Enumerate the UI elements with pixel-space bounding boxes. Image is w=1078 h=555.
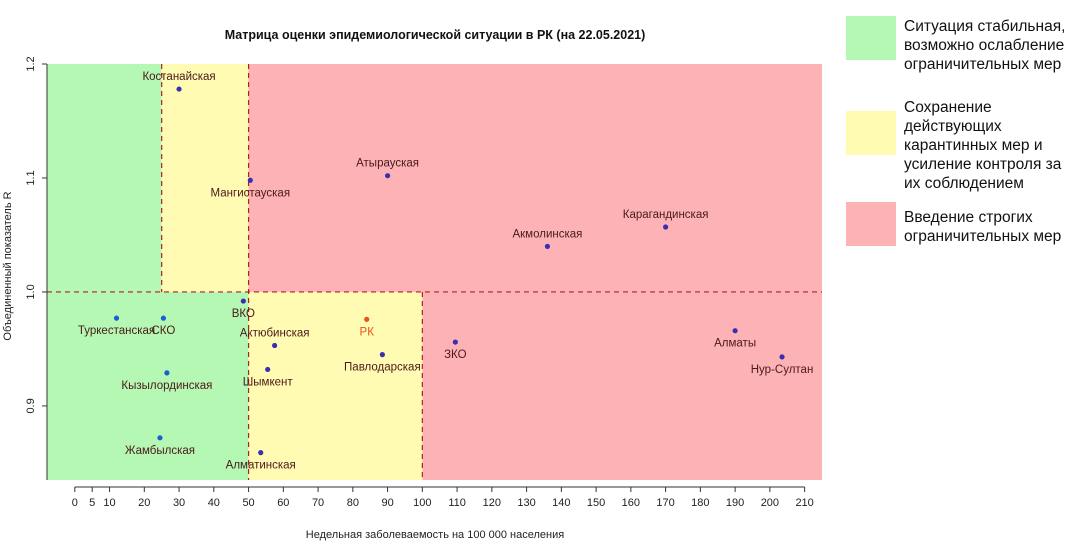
data-point [164,370,170,376]
x-tick-label: 50 [242,497,254,509]
data-point-label: Кызылординская [121,380,212,392]
x-tick-label: 60 [277,497,289,509]
legend-item-strict: Введение строгих ограничительных мер [846,202,1061,246]
data-point-label: РК [360,326,375,338]
x-tick-label: 5 [89,497,95,509]
y-axis-label: Объединенный показатель R [2,191,14,340]
data-point-label: Алматинская [226,460,296,472]
zone-1 [161,64,249,292]
x-tick-label: 140 [552,497,570,509]
data-point-label: Туркестанская [78,325,155,337]
data-point-label: Акмолинская [512,228,582,240]
x-tick-label: 70 [312,497,324,509]
x-tick-label: 150 [587,497,605,509]
zone-5 [422,291,822,480]
data-point [272,342,278,349]
x-tick-label: 90 [381,497,393,509]
legend-swatch-red [846,202,896,246]
data-point-label: Нур-Султан [751,364,814,376]
x-tick-label: 30 [173,497,185,509]
x-tick-label: 10 [103,497,115,509]
data-point-label: ЗКО [444,349,467,361]
x-tick-label: 210 [795,497,813,509]
axes: 0 5 10 20 30 40 50 60 70 80 90 100 110 120 130 140 150 16… [25,56,814,509]
data-point-label: Алматы [714,338,756,350]
zone-0 [47,64,162,292]
legend-swatch-yellow [846,111,896,155]
x-tick-label: 170 [656,497,674,509]
chart-title: Матрица оценки эпидемиологической ситуац… [225,28,646,42]
x-tick-label: 120 [483,497,501,509]
x-tick-label: 80 [347,497,359,509]
data-point [452,339,458,345]
y-tick-label: 1.1 [25,170,37,185]
data-point [364,316,370,322]
x-tick-label: 160 [622,497,640,509]
x-tick-label: 130 [517,497,535,509]
data-point-label: Актюбинская [240,328,310,340]
data-point [113,315,120,321]
data-point-label: Жамбылская [125,445,195,457]
x-tick-label: 40 [208,497,220,509]
data-point-label: Шымкент [243,376,294,388]
data-point-label: Костанайская [142,71,215,83]
y-tick-label: 0.9 [25,398,37,413]
data-point [732,328,738,334]
x-tick-label: 100 [413,497,431,509]
data-point [779,354,785,360]
y-tick-label: 1.2 [25,56,37,71]
data-point [240,298,246,304]
data-point [265,366,271,373]
zone-2 [248,64,822,292]
data-point-label: СКО [152,325,176,337]
data-point-label: Карагандинская [623,209,709,221]
zone-3 [47,291,249,480]
data-point [544,243,551,249]
data-point [247,177,253,183]
data-point [160,315,167,321]
x-tick-label: 200 [761,497,779,509]
x-tick-label: 180 [691,497,709,509]
data-point [663,224,669,230]
x-tick-label: 110 [448,497,466,509]
data-point-label: Мангистауская [211,187,291,199]
legend-label-maintain: Сохранение действующих карантинных мер и… [904,99,1062,192]
legend-label-stable: Ситуация стабильная, возможно ослабление… [904,18,1066,73]
scatter-chart: 0 5 10 20 30 40 50 60 70 80 90 100 110 120 130 140 150 16… [2,28,822,541]
data-point-label: ВКО [232,308,255,320]
y-tick-label: 1.0 [25,284,37,299]
data-point [258,450,264,456]
x-axis-label: Недельная заболеваемость на 100 000 насе… [306,529,564,541]
data-point [157,435,163,441]
legend-item-stable: Ситуация стабильная, возможно ослабление… [846,16,1065,74]
data-point-label: Атырауская [356,158,419,170]
threshold-lines [47,64,822,480]
legend-swatch-green [846,16,896,60]
data-point [176,86,182,92]
data-point-label: Павлодарская [344,362,421,374]
data-point [384,173,391,179]
x-tick-label: 190 [726,497,744,509]
legend-label-strict: Введение строгих ограничительных мер [904,209,1062,245]
zone-4 [248,291,423,480]
data-points: Костанайская Мангистауская Атырауская Акмол… [78,71,813,472]
legend-item-maintain: Сохранение действующих карантинных мер и… [846,99,1061,193]
x-tick-label: 0 [72,497,78,509]
data-point [379,352,385,358]
x-tick-label: 20 [138,497,150,509]
zone-backgrounds [47,64,822,480]
